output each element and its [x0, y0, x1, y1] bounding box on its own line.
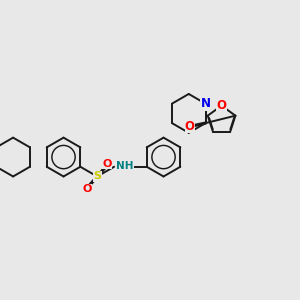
- Text: O: O: [185, 119, 195, 133]
- Text: O: O: [83, 184, 92, 194]
- Text: S: S: [93, 172, 101, 182]
- Text: O: O: [102, 159, 112, 169]
- Text: NH: NH: [116, 161, 134, 171]
- Text: O: O: [217, 99, 226, 112]
- Text: N: N: [201, 97, 211, 110]
